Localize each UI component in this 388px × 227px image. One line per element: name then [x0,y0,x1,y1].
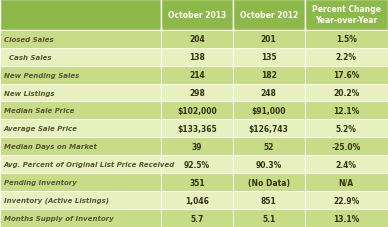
Bar [233,138,305,155]
Bar [0,173,161,191]
Bar [233,66,305,84]
Bar [0,66,161,84]
Text: 1.5%: 1.5% [336,35,357,44]
Text: 248: 248 [261,89,277,98]
Bar [0,120,161,138]
Text: 5.2%: 5.2% [336,124,357,133]
Text: Percent Change
Year-over-Year: Percent Change Year-over-Year [312,5,381,25]
Text: 201: 201 [261,35,277,44]
Text: 17.6%: 17.6% [333,71,359,80]
Bar [0,138,161,155]
Bar [305,84,388,102]
Text: New Pending Sales: New Pending Sales [4,72,79,78]
Bar [233,173,305,191]
Text: 12.1%: 12.1% [333,106,359,116]
Bar [161,191,233,209]
Bar [233,49,305,66]
Bar [233,0,305,31]
Text: N/A: N/A [339,178,354,187]
Bar [233,31,305,49]
Text: Closed Sales: Closed Sales [4,37,54,42]
Bar [305,173,388,191]
Bar [233,209,305,227]
Text: 90.3%: 90.3% [256,160,282,169]
Bar [305,102,388,120]
Text: New Listings: New Listings [4,90,54,96]
Text: 5.7: 5.7 [190,214,204,222]
Bar [161,31,233,49]
Bar [0,209,161,227]
Text: 2.2%: 2.2% [336,53,357,62]
Text: Avg. Percent of Original List Price Received: Avg. Percent of Original List Price Rece… [4,161,175,168]
Text: Cash Sales: Cash Sales [4,54,51,60]
Text: October 2012: October 2012 [239,11,298,20]
Text: 298: 298 [189,89,205,98]
Bar [161,138,233,155]
Text: $126,743: $126,743 [249,124,289,133]
Bar [233,191,305,209]
Text: Months Supply of Inventory: Months Supply of Inventory [4,215,114,221]
Bar [161,155,233,173]
Bar [0,49,161,66]
Bar [305,209,388,227]
Text: 214: 214 [189,71,205,80]
Bar [161,84,233,102]
Text: $91,000: $91,000 [251,106,286,116]
Bar [0,102,161,120]
Bar [161,173,233,191]
Text: 52: 52 [263,142,274,151]
Bar [305,0,388,31]
Bar [305,191,388,209]
Bar [305,49,388,66]
Bar [233,155,305,173]
Text: 5.1: 5.1 [262,214,275,222]
Text: 851: 851 [261,196,277,205]
Bar [161,209,233,227]
Text: 22.9%: 22.9% [333,196,359,205]
Text: (No Data): (No Data) [248,178,290,187]
Text: 138: 138 [189,53,205,62]
Bar [161,66,233,84]
Bar [233,120,305,138]
Bar [0,0,161,31]
Bar [0,31,161,49]
Text: Median Sale Price: Median Sale Price [4,108,74,114]
Text: 135: 135 [261,53,277,62]
Text: -25.0%: -25.0% [332,142,361,151]
Text: Pending Inventory: Pending Inventory [4,179,77,185]
Text: $133,365: $133,365 [177,124,217,133]
Text: Median Days on Market: Median Days on Market [4,144,97,150]
Text: Inventory (Active Listings): Inventory (Active Listings) [4,197,109,204]
Bar [233,102,305,120]
Bar [305,120,388,138]
Text: 351: 351 [189,178,205,187]
Text: 20.2%: 20.2% [333,89,359,98]
Text: October 2013: October 2013 [168,11,226,20]
Bar [0,191,161,209]
Text: 204: 204 [189,35,205,44]
Bar [0,84,161,102]
Bar [305,31,388,49]
Text: 1,046: 1,046 [185,196,209,205]
Bar [161,102,233,120]
Bar [161,0,233,31]
Text: 39: 39 [192,142,202,151]
Text: $102,000: $102,000 [177,106,217,116]
Text: 182: 182 [261,71,277,80]
Bar [161,49,233,66]
Bar [161,120,233,138]
Bar [233,84,305,102]
Text: 13.1%: 13.1% [333,214,359,222]
Bar [305,66,388,84]
Text: 92.5%: 92.5% [184,160,210,169]
Bar [305,138,388,155]
Bar [0,155,161,173]
Text: 2.4%: 2.4% [336,160,357,169]
Bar [305,155,388,173]
Text: Average Sale Price: Average Sale Price [4,126,78,132]
